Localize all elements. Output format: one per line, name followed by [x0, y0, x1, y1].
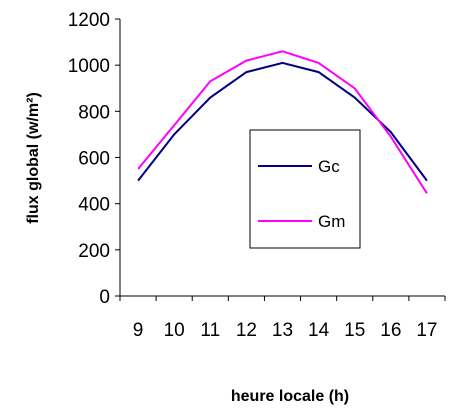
series-lines	[137, 50, 428, 194]
y-tick-label: 600	[78, 149, 110, 170]
x-tick-label: 14	[308, 320, 330, 341]
legend: Gc Gm	[249, 129, 361, 249]
legend-box	[249, 129, 361, 249]
y-tick-label: 1200	[68, 10, 110, 31]
y-axis-ticks: 0 200 400 600 800 1000 1200	[68, 10, 120, 308]
x-tick-label: 16	[380, 320, 401, 341]
x-tick-label: 13	[272, 320, 293, 341]
y-tick-label: 0	[99, 287, 110, 308]
x-tick-label: 11	[200, 320, 220, 341]
y-tick-label: 1000	[68, 56, 110, 77]
x-tick-label: 17	[416, 320, 437, 341]
x-tick-label: 10	[164, 320, 185, 341]
x-tick-label: 15	[344, 320, 365, 341]
x-tick-label: 9	[133, 320, 144, 341]
legend-label-gm: Gm	[318, 212, 345, 231]
y-tick-label: 200	[78, 241, 110, 262]
x-tick-label: 12	[236, 320, 257, 341]
legend-label-gc: Gc	[318, 157, 340, 176]
x-axis-title: heure locale (h)	[231, 388, 349, 405]
x-axis-ticks: 9 10 11 12 13 14 15 16 17	[119, 296, 446, 341]
y-tick-label: 400	[78, 195, 110, 216]
series-line-gm	[137, 50, 428, 194]
y-tick-label: 800	[78, 102, 110, 123]
y-axis-title: flux global (w/m²)	[25, 92, 42, 224]
